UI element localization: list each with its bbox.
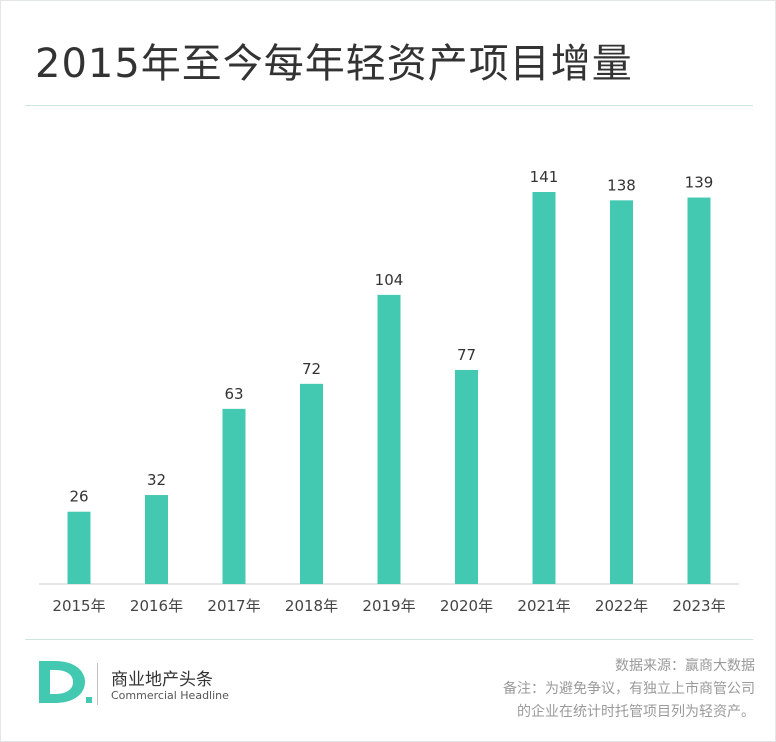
bar-2021年 bbox=[532, 192, 556, 584]
x-tick-label: 2023年 bbox=[672, 597, 725, 615]
bar-2015年 bbox=[67, 511, 91, 584]
data-label: 141 bbox=[530, 168, 559, 186]
data-label: 77 bbox=[457, 346, 476, 364]
data-label: 63 bbox=[224, 385, 243, 403]
x-tick-label: 2018年 bbox=[285, 597, 338, 615]
data-label: 139 bbox=[685, 174, 714, 192]
data-label: 104 bbox=[375, 271, 404, 289]
footnotes: 数据来源：赢商大数据 备注：为避免争议，有独立上市商管公司 的企业在统计时托管项… bbox=[503, 655, 755, 724]
x-tick-label: 2016年 bbox=[130, 597, 183, 615]
footer-divider bbox=[25, 639, 753, 640]
bar-2022年 bbox=[610, 200, 633, 584]
chart-title: 2015年至今每年轻资产项目增量 bbox=[35, 41, 633, 87]
brand-name: 商业地产头条 bbox=[111, 670, 213, 690]
bar-chart: 26 2015年 32 2016年 63 2017年 72 2018年 104 2019年 77 20… bbox=[39, 168, 739, 615]
title-divider bbox=[25, 105, 753, 106]
bar-2016年 bbox=[145, 495, 168, 584]
d-logo-icon bbox=[39, 661, 92, 703]
bar-2023年 bbox=[687, 197, 711, 584]
x-tick-label: 2017年 bbox=[207, 597, 260, 615]
note-line-1: 备注：为避免争议，有独立上市商管公司 bbox=[503, 681, 755, 697]
data-label: 72 bbox=[302, 360, 321, 378]
bar-2020年 bbox=[455, 369, 478, 584]
data-label: 32 bbox=[147, 471, 166, 489]
brand-english-name: Commercial Headline bbox=[111, 689, 229, 702]
bar-2017年 bbox=[222, 408, 246, 584]
note-line-2: 的企业在统计时托管项目列为轻资产。 bbox=[517, 704, 755, 720]
x-tick-label: 2022年 bbox=[595, 597, 648, 615]
bar-2019年 bbox=[377, 294, 401, 584]
bar-2018年 bbox=[300, 383, 323, 584]
x-tick-label: 2019年 bbox=[362, 597, 415, 615]
x-tick-label: 2021年 bbox=[517, 597, 570, 615]
x-tick-label: 2020年 bbox=[440, 597, 493, 615]
data-label: 26 bbox=[69, 488, 88, 506]
brand-divider bbox=[97, 663, 98, 705]
data-label: 138 bbox=[607, 176, 636, 194]
x-tick-label: 2015年 bbox=[52, 597, 105, 615]
data-source: 数据来源：赢商大数据 bbox=[615, 658, 755, 674]
